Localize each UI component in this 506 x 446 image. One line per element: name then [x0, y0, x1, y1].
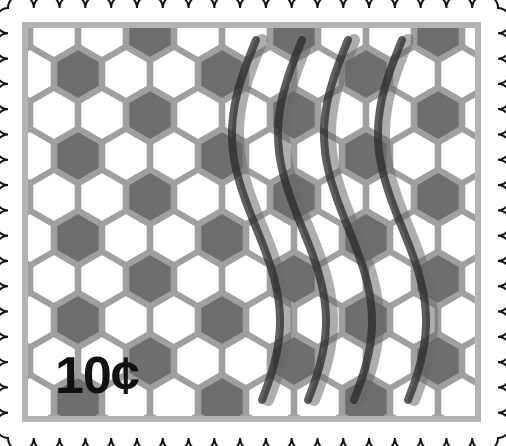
stamp-denomination: 10¢: [55, 350, 139, 402]
